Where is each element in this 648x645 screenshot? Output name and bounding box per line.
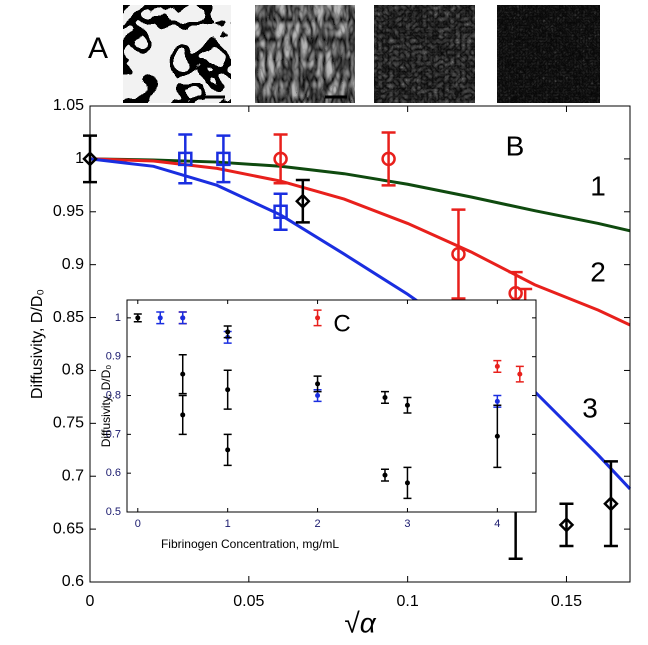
x-tick-label: 0 — [86, 593, 95, 610]
curve-label: 1 — [590, 170, 606, 201]
panel-label: B — [506, 130, 525, 161]
marker — [135, 315, 141, 321]
y-tick-label: 0.95 — [53, 203, 84, 220]
x-axis-label: Fibrinogen Concentration, mg/mL — [161, 537, 339, 551]
marker — [381, 151, 396, 167]
marker — [404, 480, 410, 486]
x-tick-label: 0.1 — [397, 593, 419, 610]
marker — [180, 315, 186, 321]
x-tick-label: 1 — [225, 518, 231, 530]
curve-label: 2 — [590, 256, 606, 287]
y-tick-label: 0.75 — [53, 415, 84, 432]
y-tick-label: 0.6 — [106, 467, 121, 479]
marker — [494, 433, 500, 439]
panel-label: A — [88, 32, 108, 65]
marker — [315, 393, 321, 399]
marker — [273, 151, 288, 167]
error-bar — [451, 208, 466, 300]
error-bar — [381, 131, 396, 187]
y-tick-label: 1 — [75, 150, 84, 167]
marker — [382, 472, 388, 478]
y-tick-label: 0.85 — [53, 309, 84, 326]
y-tick-label: 0.8 — [62, 362, 84, 379]
micrograph-texture — [497, 5, 600, 103]
marker — [295, 193, 311, 209]
x-axis-label: √α — [344, 607, 376, 638]
marker — [180, 412, 186, 418]
marker — [225, 447, 231, 453]
x-tick-label: 0 — [135, 518, 141, 530]
micrographs — [123, 5, 600, 103]
y-tick-label: 1 — [115, 312, 121, 324]
inset-chart: 0.5 0.6 0.7 0.8 0.9 1 0 1 2 3 4 Fibrinogen Concentr… — [99, 299, 537, 551]
marker — [404, 402, 410, 408]
curve-label: 3 — [582, 392, 598, 423]
marker — [517, 371, 523, 377]
error-bar — [216, 134, 231, 184]
micrograph-texture — [123, 5, 231, 103]
marker — [315, 381, 321, 387]
marker — [558, 517, 575, 533]
marker — [315, 315, 321, 321]
error-bar — [273, 192, 288, 232]
marker — [273, 204, 288, 220]
plot-frame — [89, 105, 631, 583]
marker — [225, 329, 231, 335]
marker — [494, 363, 500, 369]
error-bar — [603, 460, 618, 548]
y-tick-label: 0.9 — [62, 256, 84, 273]
x-tick-label: 0.15 — [551, 593, 582, 610]
y-tick-label: 0.7 — [106, 428, 121, 440]
marker — [494, 398, 500, 404]
error-bar — [559, 502, 574, 548]
micrograph-texture — [255, 5, 355, 103]
plot-area — [127, 300, 536, 512]
marker — [451, 246, 466, 262]
y-tick-label: 1.05 — [53, 97, 84, 114]
marker — [216, 151, 231, 167]
y-tick-label: 0.65 — [53, 520, 84, 537]
marker — [157, 315, 163, 321]
error-bar — [273, 133, 288, 185]
x-tick-label: 3 — [404, 518, 410, 530]
marker — [180, 371, 186, 377]
x-tick-label: 4 — [494, 518, 500, 530]
micrograph-texture — [374, 5, 475, 103]
marker — [382, 394, 388, 400]
y-axis-label: Diffusivity, D/D₀ — [99, 365, 113, 448]
error-bar — [178, 133, 193, 185]
y-tick-label: 0.7 — [62, 467, 84, 484]
error-bar — [295, 178, 310, 224]
x-tick-label: 0.05 — [233, 593, 264, 610]
y-axis-label: Diffusivity, D/D₀ — [29, 289, 46, 399]
marker — [225, 387, 231, 393]
y-tick-label: 0.8 — [106, 389, 121, 401]
y-tick-label: 0.6 — [62, 573, 84, 590]
marker — [178, 151, 193, 167]
x-tick-label: 2 — [315, 518, 321, 530]
marker — [508, 285, 523, 301]
plot-frame — [126, 299, 537, 513]
panel-label: C — [333, 310, 350, 337]
y-tick-label: 0.9 — [106, 351, 121, 363]
marker — [603, 495, 619, 512]
y-tick-label: 0.5 — [106, 506, 121, 518]
